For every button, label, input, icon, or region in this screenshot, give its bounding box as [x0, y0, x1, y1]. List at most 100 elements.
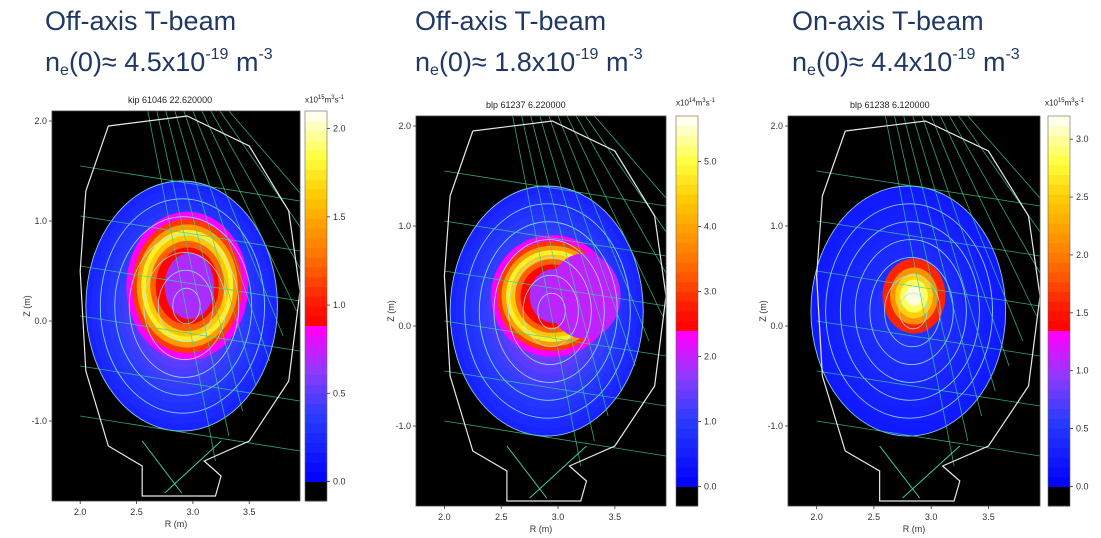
colorbar-unit: x1014m3s-1: [676, 98, 715, 108]
sightline: [444, 170, 666, 207]
plot-frame: [51, 110, 301, 502]
colorbar-tick-label: 3.0: [1076, 134, 1089, 144]
colorbar-tick-label: 4.0: [704, 222, 717, 232]
colorbar-segment: [676, 369, 698, 380]
sightline: [816, 420, 1040, 457]
colorbar-segment: [676, 213, 698, 224]
sightline: [444, 320, 666, 357]
sightline: [921, 116, 1010, 367]
x-tick-label: 3.5: [609, 512, 622, 522]
sightline: [816, 220, 1040, 257]
colorbar-frame: [1047, 115, 1071, 507]
colorbar-segment: [1048, 281, 1070, 292]
colorbar-segment: [305, 150, 327, 161]
sightline: [939, 116, 1037, 317]
colorbar-segment: [1048, 135, 1070, 146]
colorbar-segment: [305, 423, 327, 434]
colorbar-segment: [1048, 476, 1070, 487]
colorbar-segment: [305, 276, 327, 287]
colorbar-segment: [676, 252, 698, 263]
colorbar-segment: [676, 242, 698, 253]
colorbar-segment: [676, 476, 698, 487]
colorbar-segment: [1048, 233, 1070, 244]
colorbar-segment: [305, 374, 327, 385]
emissivity-heatmap-panel-1: 2.0 1.0 0.0 -1.0 2.0 2.5 3.0 3.5 R (m) Z (m) 2.0 1.…: [22, 110, 346, 529]
colorbar-segment: [305, 130, 327, 141]
colorbar-segment: [1048, 447, 1070, 458]
sightline: [80, 315, 300, 352]
colorbar-segment: [676, 320, 698, 331]
colorbar-segment: [305, 179, 327, 190]
colorbar-segment: [1048, 389, 1070, 400]
colorbar-tick-label: 1.0: [704, 417, 717, 427]
colorbar-segment: [676, 311, 698, 322]
flux-surface: [143, 251, 227, 361]
colorbar-segment: [305, 491, 327, 502]
sightline: [594, 116, 666, 199]
sightline: [174, 111, 257, 387]
colorbar-segment: [676, 330, 698, 341]
colorbar-frame: [304, 110, 328, 502]
sightline: [930, 116, 1024, 342]
x-tick-label: 2.0: [810, 512, 823, 522]
sightline: [80, 165, 300, 202]
vessel-wall: [79, 115, 300, 497]
separatrix-legs: [879, 445, 961, 499]
colorbar-segment: [676, 457, 698, 468]
colorbar-segment: [305, 169, 327, 180]
colorbar-tick-label: 5.0: [704, 157, 717, 167]
sightline: [444, 270, 666, 307]
sightline: [575, 116, 666, 274]
colorbar-segment: [1048, 340, 1070, 351]
colorbar-segment: [676, 398, 698, 409]
colorbar-segment: [305, 335, 327, 346]
colorbar-segment: [305, 442, 327, 453]
plot-title: kip 61046 22.620000: [128, 95, 213, 105]
colorbar-segment: [305, 111, 327, 122]
sightline: [584, 116, 666, 233]
sightline: [884, 116, 955, 467]
colorbar-segment: [1048, 418, 1070, 429]
colorbar-segment: [1048, 359, 1070, 370]
sightline: [80, 265, 300, 302]
colorbar-segment: [305, 384, 327, 395]
colorbar-segment: [676, 437, 698, 448]
colorbar-segment: [305, 413, 327, 424]
plot-frame: [787, 115, 1041, 507]
colorbar-segment: [305, 228, 327, 239]
colorbar-segment: [1048, 184, 1070, 195]
sightline: [80, 415, 300, 452]
colorbar-tick-label: 0.0: [704, 482, 717, 492]
emissivity-heatmap-panel-2: 2.0 1.0 0.0 -1.0 2.0 2.5 3.0 3.5 R (m) Z (m) 5.0 4.…: [386, 115, 717, 534]
colorbar-segment: [1048, 369, 1070, 380]
x-tick-label: 2.5: [495, 512, 508, 522]
colorbar-segment: [676, 467, 698, 478]
colorbar-segment: [305, 267, 327, 278]
colorbar-segment: [676, 379, 698, 390]
flux-surface: [869, 256, 954, 366]
y-tick-label: 0.0: [34, 316, 47, 326]
flux-surface: [157, 269, 214, 343]
x-axis-label: R (m): [530, 524, 553, 534]
colorbar-segment: [676, 350, 698, 361]
heading-panel-3: On-axis T-beam ne(0)≈ 4.4x10-19 m-3: [792, 4, 1020, 88]
colorbar-segment: [305, 159, 327, 170]
colorbar-segment: [676, 223, 698, 234]
colorbar-tick-label: 1.0: [333, 300, 346, 310]
colorbar-segment: [1048, 194, 1070, 205]
y-tick-label: 2.0: [34, 116, 47, 126]
colorbar-tick-label: 0.5: [333, 388, 346, 398]
sightline: [512, 116, 582, 467]
colorbar-segment: [1048, 486, 1070, 497]
colorbar-segment: [305, 432, 327, 443]
colorbar-tick-label: 2.5: [1076, 192, 1089, 202]
colorbar-segment: [1048, 116, 1070, 127]
separatrix-legs: [141, 440, 222, 494]
x-tick-label: 2.0: [74, 507, 87, 517]
plot-title: blp 61238 6.120000: [850, 100, 930, 110]
flux-surface: [508, 256, 592, 366]
colorbar-segment: [1048, 320, 1070, 331]
colorbar-segment: [1048, 408, 1070, 419]
y-axis-label: Z (m): [22, 295, 32, 317]
sightline: [912, 116, 996, 392]
